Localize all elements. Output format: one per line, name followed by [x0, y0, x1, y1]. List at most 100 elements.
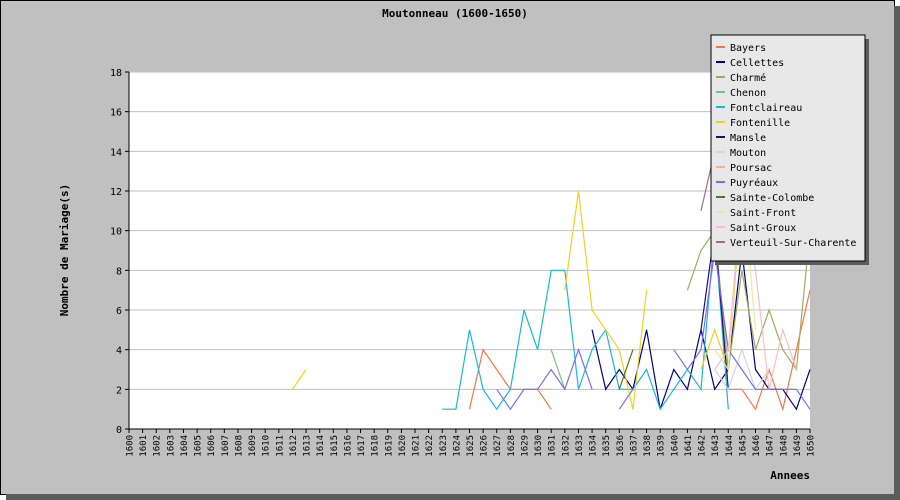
legend-label: Chenon — [730, 88, 766, 99]
series-line-chenon — [550, 349, 566, 390]
x-tick-label: 1622 — [425, 435, 435, 457]
x-tick-label: 1623 — [439, 435, 449, 457]
legend-label: Fontenille — [730, 118, 790, 129]
series-line-sainte-colombe — [618, 349, 634, 390]
x-tick-label: 1617 — [357, 435, 367, 457]
x-tick-label: 1609 — [248, 435, 258, 457]
series-line-saint-groux — [714, 190, 797, 390]
series-lines — [291, 151, 811, 412]
y-tick-label: 0 — [116, 425, 122, 436]
y-tick-label: 6 — [116, 306, 122, 317]
x-tick-label: 1600 — [126, 435, 136, 457]
x-tick-label: 1607 — [221, 435, 231, 457]
legend-label: Puyréaux — [730, 177, 778, 189]
legend-label: Sainte-Colombe — [730, 193, 814, 204]
plot-area — [129, 72, 810, 429]
y-tick-label: 8 — [116, 266, 122, 277]
x-tick-label: 1605 — [194, 435, 204, 457]
grid-lines — [129, 71, 810, 390]
x-tick-label: 1603 — [166, 435, 176, 457]
axes — [125, 71, 811, 433]
legend-label: Poursac — [730, 163, 772, 174]
y-tick-label: 10 — [110, 227, 122, 238]
x-tick-label: 1636 — [616, 435, 626, 457]
x-tick-label: 1618 — [371, 435, 381, 457]
x-tick-label: 1627 — [493, 435, 503, 457]
legend-box — [710, 34, 866, 262]
x-tick-label: 1638 — [643, 435, 653, 457]
legend-label: Charmé — [730, 72, 766, 84]
x-tick-label: 1624 — [452, 435, 462, 457]
series-line-fontenille — [564, 190, 648, 410]
y-tick-labels: 0 2 4 6 8 10 12 14 16 18 — [110, 68, 122, 436]
series-line-puyr-aux — [673, 250, 811, 410]
series-line-puyr-aux — [496, 347, 593, 411]
x-tick-label: 1601 — [139, 435, 149, 457]
x-tick-label: 1645 — [738, 435, 748, 457]
legend-label: Bayers — [730, 43, 766, 54]
x-tick-label: 1602 — [153, 435, 163, 457]
chart-title: Moutonneau (1600-1650) — [382, 7, 528, 20]
x-tick-label: 1648 — [779, 435, 789, 457]
x-tick-label: 1611 — [275, 435, 285, 457]
x-tick-label: 1644 — [725, 435, 735, 457]
y-tick-label: 4 — [116, 346, 122, 357]
legend-label: Saint-Front — [730, 208, 796, 219]
y-tick-label: 18 — [110, 68, 122, 79]
x-tick-label: 1616 — [343, 435, 353, 457]
x-tick-label: 1610 — [262, 435, 272, 457]
y-tick-label: 16 — [110, 108, 122, 119]
x-tick-label: 1639 — [657, 435, 667, 457]
x-tick-label: 1613 — [303, 435, 313, 457]
x-tick-label: 1649 — [793, 435, 803, 457]
x-tick-label: 1634 — [589, 435, 599, 457]
x-tick-label: 1647 — [766, 435, 776, 457]
x-tick-label: 1625 — [466, 435, 476, 457]
x-tick-label: 1630 — [534, 435, 544, 457]
x-tick-label: 1629 — [520, 435, 530, 457]
x-tick-label: 1612 — [289, 435, 299, 457]
series-line-mouton — [714, 347, 770, 391]
x-tick-labels: 1600 1601 1602 1603 1604 1605 1606 1607 1608 1609… — [126, 435, 817, 457]
series-line-charm- — [686, 229, 811, 372]
legend-label: Fontclaireau — [730, 103, 802, 114]
x-tick-label: 1643 — [711, 435, 721, 457]
x-tick-label: 1631 — [548, 435, 558, 457]
x-tick-label: 1637 — [629, 435, 639, 457]
x-tick-label: 1606 — [207, 435, 217, 457]
x-tick-label: 1633 — [575, 435, 585, 457]
x-axis-label: Annees — [770, 469, 810, 482]
legend-label: Mouton — [730, 148, 766, 159]
x-tick-label: 1614 — [316, 435, 326, 457]
series-line-puyr-aux — [618, 388, 634, 410]
x-tick-label: 1650 — [807, 435, 817, 457]
legend-label: Cellettes — [730, 58, 784, 69]
x-tick-label: 1621 — [412, 435, 422, 457]
y-axis-label: Nombre de Mariage(s) — [58, 184, 71, 316]
x-tick-label: 1632 — [561, 435, 571, 457]
x-tick-label: 1646 — [752, 435, 762, 457]
frame-shadow-right — [894, 6, 900, 500]
x-tick-label: 1619 — [384, 435, 394, 457]
x-tick-label: 1641 — [684, 435, 694, 457]
x-tick-label: 1628 — [507, 435, 517, 457]
series-line-fontenille — [700, 190, 743, 370]
x-tick-label: 1640 — [670, 435, 680, 457]
x-tick-label: 1620 — [398, 435, 408, 457]
y-tick-label: 12 — [110, 187, 122, 198]
x-tick-label: 1635 — [602, 435, 612, 457]
legend-label: Saint-Groux — [730, 223, 796, 234]
x-tick-label: 1626 — [480, 435, 490, 457]
y-tick-label: 14 — [110, 147, 122, 158]
legend-label: Mansle — [730, 133, 766, 144]
y-tick-label: 2 — [116, 385, 122, 396]
x-tick-label: 1615 — [330, 435, 340, 457]
legend: Bayers Cellettes Charmé Chenon Fontclaireau F… — [710, 34, 869, 265]
x-tick-label: 1608 — [234, 435, 244, 457]
x-tick-label: 1642 — [698, 435, 708, 457]
frame-shadow-bottom — [6, 494, 900, 500]
x-tick-label: 1604 — [180, 435, 190, 457]
legend-label: Verteuil-Sur-Charente — [730, 238, 856, 249]
series-line-fontenille — [291, 369, 307, 390]
